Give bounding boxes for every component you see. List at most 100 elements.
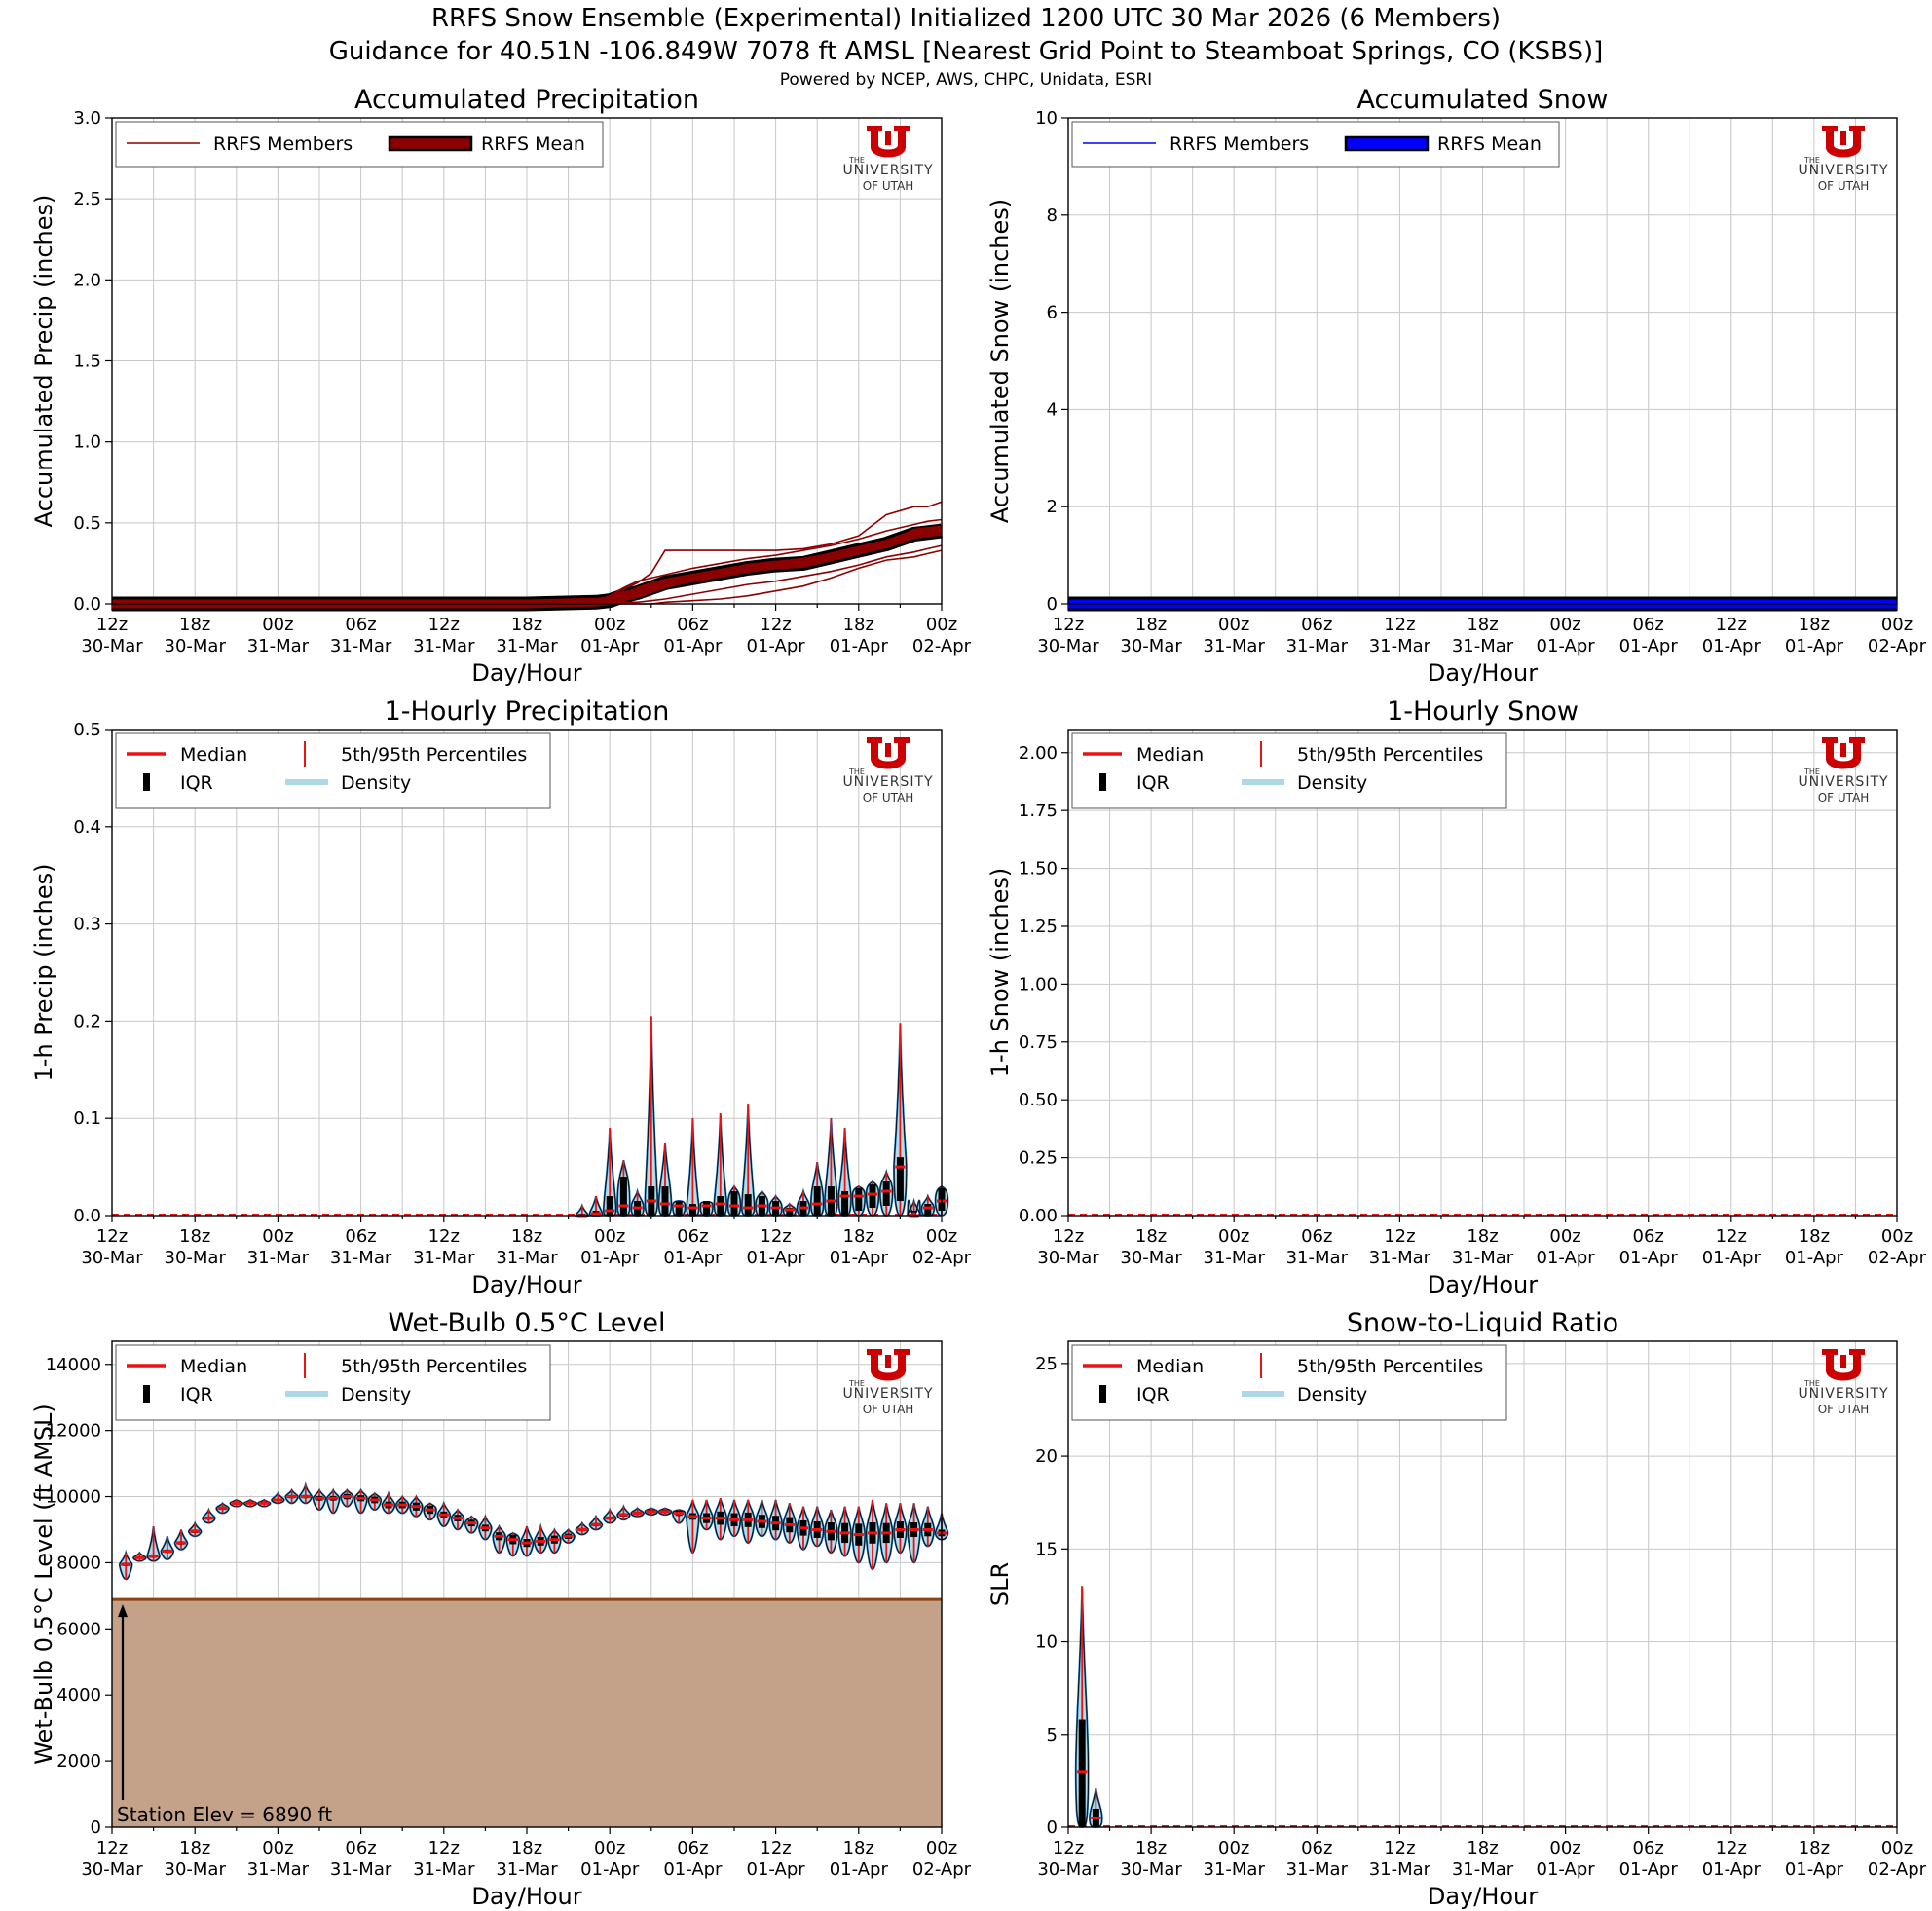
x-tick-label: 06z: [1301, 1838, 1332, 1858]
legend-mean-label: RRFS Mean: [481, 133, 585, 155]
x-tick-label: 18z: [1799, 1838, 1830, 1858]
x-tick-label: 00z: [262, 1226, 293, 1247]
logo-u-glyph: [1822, 1349, 1865, 1381]
x-tick-label: 00z: [1881, 1838, 1913, 1858]
y-tick-label: 2000: [56, 1751, 101, 1772]
legend-iqr-swatch: [143, 773, 150, 791]
violin-iqr: [855, 1188, 863, 1212]
violin-iqr: [661, 1186, 669, 1216]
legend-iqr-label: IQR: [180, 1384, 213, 1405]
violin-outline: [783, 1503, 797, 1544]
y-tick-label: 0.5: [73, 720, 101, 740]
x-tick-label: 00z: [1218, 1838, 1249, 1858]
x-tick-label: 06z: [677, 1838, 708, 1858]
x-tick-label: 01-Apr: [1619, 1859, 1679, 1880]
x-tick-label: 12z: [96, 1838, 128, 1858]
x-tick-label: 00z: [594, 1226, 625, 1247]
x-tick-label: 00z: [1881, 1226, 1913, 1247]
x-tick-label: 18z: [1799, 615, 1830, 635]
panel-title: 1-Hourly Snow: [1387, 696, 1579, 727]
violin-outline: [506, 1532, 520, 1557]
logo-the: THE: [1803, 768, 1820, 776]
y-tick-label: 0.25: [1019, 1148, 1058, 1169]
x-tick-label: 12z: [96, 1226, 128, 1247]
violin-outline: [119, 1551, 132, 1580]
panel-wetbulb: 0200040006000800010000120001400012z30-Ma…: [30, 1308, 972, 1910]
y-tick-label: 1.0: [73, 432, 101, 453]
legend-box: [115, 732, 551, 809]
x-tick-label: 18z: [1799, 1226, 1830, 1247]
violin-outline: [852, 1506, 866, 1563]
violin-iqr: [910, 1211, 918, 1213]
x-tick-label: 06z: [1633, 615, 1664, 635]
x-tick-label: 01-Apr: [580, 1859, 640, 1880]
x-tick-label: 00z: [1549, 1838, 1580, 1858]
x-tick-label: 31-Mar: [330, 636, 392, 656]
y-tick-label: 10000: [46, 1487, 101, 1508]
x-tick-label: 00z: [926, 615, 957, 635]
violin-outline: [257, 1499, 271, 1508]
x-tick-label: 31-Mar: [413, 636, 475, 656]
x-tick-label: 30-Mar: [1037, 1859, 1099, 1880]
legend-iqr-swatch: [1099, 773, 1106, 791]
logo-of-utah: OF UTAH: [863, 791, 914, 805]
legend: RRFS Members RRFS Mean: [1071, 121, 1560, 168]
x-tick-label: 12z: [428, 1838, 460, 1858]
y-tick-label: 2.5: [73, 189, 101, 209]
violin-outline: [451, 1509, 464, 1530]
x-tick-label: 00z: [1549, 615, 1580, 635]
x-tick-label: 01-Apr: [747, 1859, 806, 1880]
legend-box: [1071, 732, 1507, 809]
violin-iqr: [924, 1204, 932, 1216]
x-tick-label: 01-Apr: [1537, 636, 1596, 656]
x-tick-label: 12z: [1053, 1226, 1084, 1247]
violin-outline: [243, 1499, 257, 1508]
y-tick-label: 10: [1035, 108, 1058, 129]
violin-iqr: [1078, 1719, 1086, 1827]
logo-u-glyph: [867, 1349, 910, 1381]
violin-iqr: [730, 1191, 738, 1216]
violin-outline: [340, 1489, 354, 1508]
violin-outline: [326, 1488, 340, 1514]
legend-iqr-swatch: [1099, 1385, 1106, 1403]
legend-median-label: Median: [1136, 1356, 1204, 1377]
violin-iqr: [703, 1201, 711, 1216]
x-tick-label: 18z: [1467, 615, 1498, 635]
y-tick-label: 2.00: [1019, 743, 1058, 764]
y-tick-label: 10: [1035, 1632, 1058, 1653]
legend-median-label: Median: [180, 744, 247, 766]
logo-of-utah: OF UTAH: [1818, 791, 1870, 805]
legend-median-label: Median: [180, 1356, 247, 1377]
y-tick-label: 4: [1047, 399, 1058, 420]
panel-hourly_snow: 0.000.250.500.751.001.251.501.752.0012z3…: [986, 696, 1927, 1298]
logo-of-utah: OF UTAH: [1818, 1403, 1870, 1416]
y-tick-label: 0.00: [1019, 1206, 1058, 1226]
violin-outline: [837, 1506, 852, 1557]
panel-accum_precip: 0.00.51.01.52.02.53.012z30-Mar18z30-Mar0…: [30, 85, 972, 687]
legend-density-label: Density: [1297, 772, 1367, 794]
plot-frame: [1067, 1340, 1898, 1828]
logo-u-bar: [885, 1355, 891, 1368]
x-tick-label: 31-Mar: [1286, 1859, 1349, 1880]
y-axis-label: 1-h Precip (inches): [30, 864, 57, 1082]
violin-outline: [230, 1499, 243, 1508]
violin-group: [118, 1480, 949, 1581]
figure-credits: Powered by NCEP, AWS, CHPC, Unidata, ESR…: [779, 70, 1153, 90]
x-tick-label: 31-Mar: [247, 1248, 310, 1268]
violin-iqr: [717, 1196, 724, 1216]
y-tick-label: 20: [1035, 1446, 1058, 1467]
violin-outline: [755, 1499, 769, 1537]
x-tick-label: 06z: [1633, 1226, 1664, 1247]
logo-u-glyph: [1822, 126, 1865, 158]
x-tick-label: 06z: [677, 615, 708, 635]
x-tick-label: 12z: [96, 615, 128, 635]
x-tick-label: 01-Apr: [1702, 1248, 1762, 1268]
x-tick-label: 01-Apr: [1619, 1248, 1679, 1268]
y-tick-label: 8000: [56, 1553, 101, 1573]
legend: Median IQR 5th/95th Percentiles Density: [115, 1344, 551, 1421]
x-tick-label: 31-Mar: [247, 1859, 310, 1880]
y-tick-label: 0.1: [73, 1108, 101, 1129]
x-tick-label: 31-Mar: [1204, 636, 1266, 656]
x-tick-label: 31-Mar: [1452, 1859, 1514, 1880]
x-tick-label: 31-Mar: [1286, 636, 1349, 656]
